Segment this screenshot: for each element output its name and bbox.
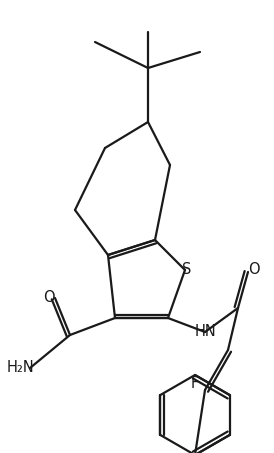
Text: O: O	[248, 262, 260, 278]
Text: HN: HN	[194, 324, 216, 339]
Text: H₂N: H₂N	[6, 361, 34, 376]
Text: O: O	[43, 289, 55, 304]
Text: F: F	[191, 376, 199, 391]
Text: S: S	[182, 262, 192, 278]
